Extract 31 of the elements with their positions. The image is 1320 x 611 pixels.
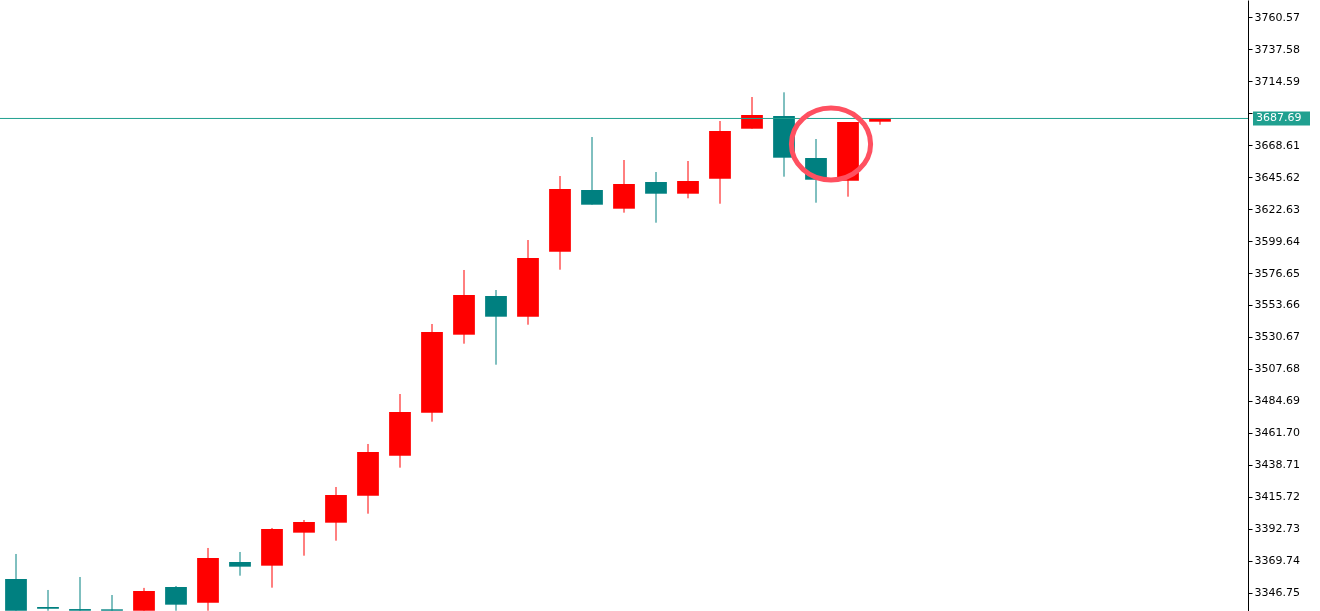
y-tick-label: 3714.59 <box>1254 74 1300 88</box>
candlestick <box>69 576 91 611</box>
y-tick-label: 3392.73 <box>1254 522 1300 536</box>
candlestick <box>165 585 187 611</box>
candlestick <box>581 136 603 206</box>
candlestick <box>293 519 315 557</box>
y-tick-label: 3622.63 <box>1254 202 1300 216</box>
y-tick-label: 3438.71 <box>1254 458 1300 472</box>
y-tick-label: 3760.57 <box>1254 10 1300 24</box>
y-tick-label: 3461.70 <box>1254 426 1300 440</box>
y-tick-label: 3530.67 <box>1254 330 1300 344</box>
candlestick <box>485 289 507 366</box>
y-tick-label: 3668.61 <box>1254 138 1300 152</box>
y-tick-label: 3415.72 <box>1254 490 1300 504</box>
candlestick <box>101 594 123 611</box>
candlestick <box>677 160 699 199</box>
y-tick-label: 3576.65 <box>1254 266 1300 280</box>
y-tick-label: 3737.58 <box>1254 42 1300 56</box>
y-tick-label: 3553.66 <box>1254 298 1300 312</box>
y-tick-label: 3369.74 <box>1254 554 1300 568</box>
ref-line-label: 3687.69 <box>1256 111 1302 125</box>
candlestick <box>645 171 667 224</box>
y-tick-label: 3346.75 <box>1254 586 1300 600</box>
y-tick-label: 3484.69 <box>1254 394 1300 408</box>
candlestick <box>37 589 59 611</box>
candlestick <box>741 96 763 130</box>
y-tick-label: 3645.62 <box>1254 170 1300 184</box>
y-tick-label: 3507.68 <box>1254 362 1300 376</box>
y-tick-label: 3599.64 <box>1254 234 1300 248</box>
candlestick <box>133 587 155 611</box>
candlestick <box>229 551 251 577</box>
